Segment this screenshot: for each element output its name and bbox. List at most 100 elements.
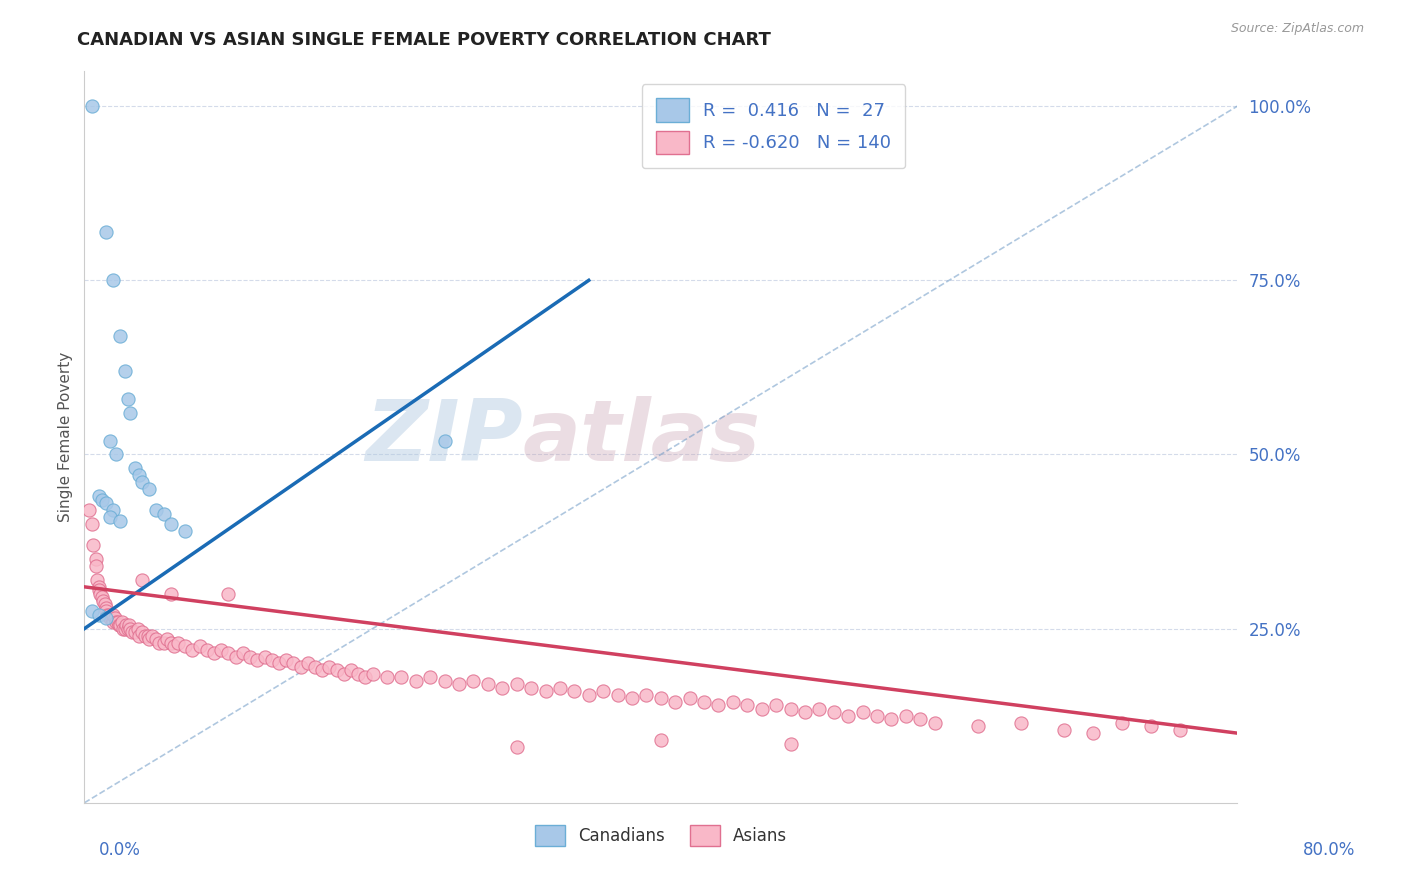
Point	[148, 635, 170, 649]
Point	[276, 653, 298, 667]
Point	[592, 684, 614, 698]
Point	[120, 622, 142, 636]
Point	[433, 673, 456, 688]
Point	[1168, 723, 1191, 737]
Point	[225, 649, 247, 664]
Point	[118, 618, 141, 632]
Point	[77, 503, 100, 517]
Point	[290, 660, 312, 674]
Point	[1010, 715, 1032, 730]
Point	[124, 461, 146, 475]
Point	[120, 406, 142, 420]
Text: ZIP: ZIP	[364, 395, 523, 479]
Point	[924, 715, 946, 730]
Point	[520, 681, 543, 695]
Point	[894, 708, 917, 723]
Point	[155, 632, 177, 646]
Point	[127, 622, 149, 636]
Point	[108, 618, 131, 632]
Point	[94, 600, 117, 615]
Point	[433, 434, 456, 448]
Point	[100, 611, 122, 625]
Point	[693, 695, 716, 709]
Point	[152, 635, 174, 649]
Point	[506, 677, 529, 691]
Point	[107, 615, 129, 629]
Point	[134, 629, 156, 643]
Point	[751, 702, 773, 716]
Point	[87, 489, 110, 503]
Point	[267, 657, 290, 671]
Point	[94, 611, 117, 625]
Point	[103, 503, 124, 517]
Text: atlas: atlas	[523, 395, 761, 479]
Point	[98, 510, 121, 524]
Point	[121, 625, 143, 640]
Point	[138, 483, 160, 497]
Point	[325, 664, 347, 678]
Point	[707, 698, 730, 713]
Point	[103, 607, 124, 622]
Point	[89, 587, 111, 601]
Point	[794, 705, 817, 719]
Point	[94, 604, 117, 618]
Point	[463, 673, 485, 688]
Point	[160, 587, 183, 601]
Point	[98, 434, 121, 448]
Point	[160, 635, 183, 649]
Point	[84, 552, 107, 566]
Point	[110, 618, 132, 632]
Point	[94, 496, 117, 510]
Point	[246, 653, 269, 667]
Point	[103, 273, 124, 287]
Point	[86, 573, 108, 587]
Point	[152, 507, 174, 521]
Point	[104, 611, 127, 625]
Point	[181, 642, 204, 657]
Point	[93, 597, 115, 611]
Point	[606, 688, 628, 702]
Point	[852, 705, 875, 719]
Point	[136, 629, 159, 643]
Point	[405, 673, 427, 688]
Point	[96, 607, 118, 622]
Point	[260, 653, 283, 667]
Point	[105, 448, 128, 462]
Point	[82, 538, 104, 552]
Point	[721, 695, 744, 709]
Point	[375, 670, 398, 684]
Text: CANADIAN VS ASIAN SINGLE FEMALE POVERTY CORRELATION CHART: CANADIAN VS ASIAN SINGLE FEMALE POVERTY …	[77, 31, 772, 49]
Point	[195, 642, 218, 657]
Point	[90, 492, 112, 507]
Point	[128, 629, 150, 643]
Point	[564, 684, 586, 698]
Point	[87, 607, 110, 622]
Point	[131, 573, 153, 587]
Point	[765, 698, 787, 713]
Point	[209, 642, 232, 657]
Point	[80, 604, 103, 618]
Point	[160, 517, 183, 532]
Point	[737, 698, 759, 713]
Point	[1083, 726, 1105, 740]
Point	[111, 615, 134, 629]
Point	[110, 514, 132, 528]
Point	[823, 705, 845, 719]
Point	[124, 625, 146, 640]
Point	[131, 625, 153, 640]
Point	[167, 635, 190, 649]
Point	[110, 329, 132, 343]
Point	[114, 622, 136, 636]
Point	[283, 657, 305, 671]
Point	[650, 733, 672, 747]
Point	[636, 688, 658, 702]
Point	[188, 639, 211, 653]
Point	[664, 695, 686, 709]
Point	[239, 649, 262, 664]
Point	[103, 615, 124, 629]
Point	[91, 594, 114, 608]
Point	[80, 517, 103, 532]
Point	[145, 503, 167, 517]
Point	[80, 99, 103, 113]
Point	[87, 580, 110, 594]
